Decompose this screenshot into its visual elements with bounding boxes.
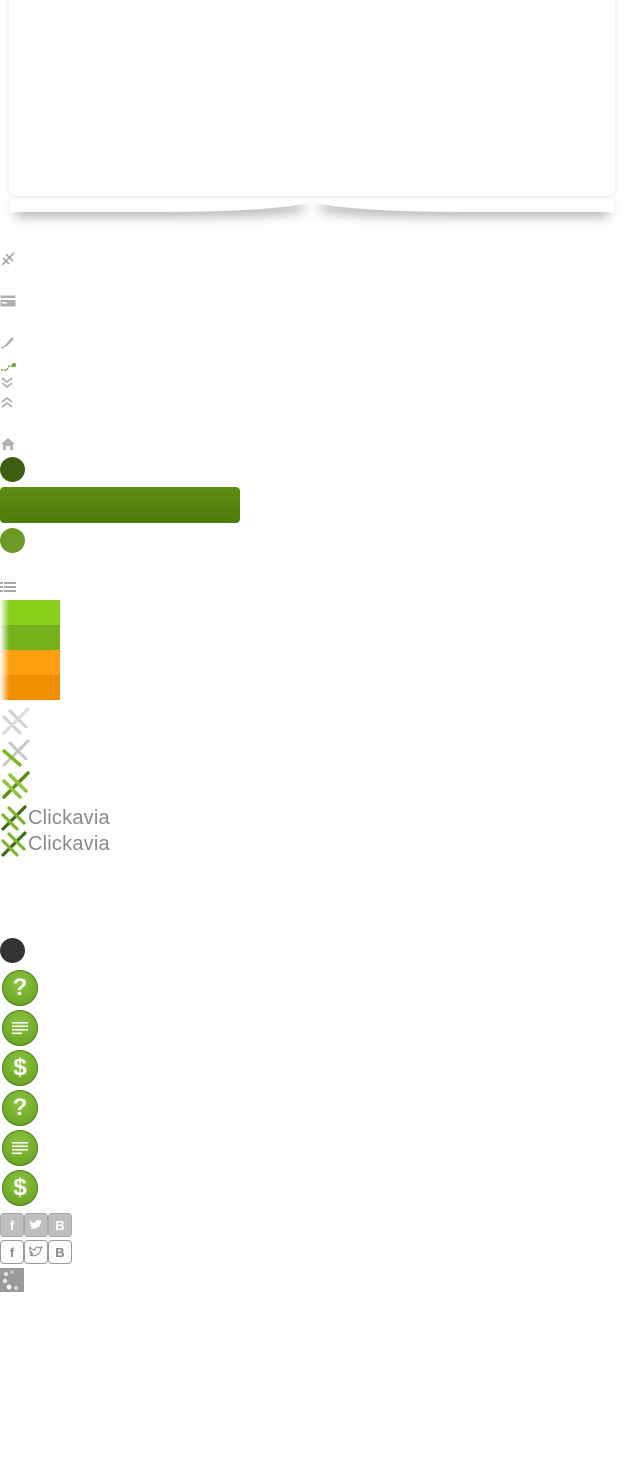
- chevrons-up-icon[interactable]: [0, 397, 14, 409]
- price-button-alt[interactable]: $: [2, 1170, 38, 1206]
- dark-dot: [0, 938, 25, 963]
- swatch-green-light: [0, 600, 60, 625]
- price-button[interactable]: $: [2, 1050, 38, 1086]
- facebook-label: f: [9, 1217, 15, 1233]
- logo-mark-icon: [1, 805, 27, 831]
- logo-mark-gray-green-icon: [2, 739, 30, 767]
- swatch-orange: [0, 675, 60, 700]
- lines-icon: [12, 1142, 28, 1155]
- facebook-label: f: [9, 1244, 15, 1260]
- logo[interactable]: Clickavia: [0, 805, 110, 831]
- pen-icon: [0, 337, 14, 349]
- logo-text: Clickavia: [28, 832, 110, 855]
- list-icon[interactable]: [0, 582, 16, 592]
- logo-alt[interactable]: Clickavia: [0, 831, 110, 857]
- list-button-alt[interactable]: [2, 1130, 38, 1166]
- facebook-icon[interactable]: f: [0, 1213, 24, 1237]
- plane-icon: [1, 252, 15, 266]
- social-row-filled: f B: [0, 1213, 72, 1237]
- list-button[interactable]: [2, 1010, 38, 1046]
- loading-spinner-icon: [0, 1268, 24, 1292]
- header-card: [9, 0, 615, 196]
- help-label: ?: [12, 1094, 28, 1121]
- help-button-alt[interactable]: ?: [2, 1090, 38, 1126]
- bird-icon: [29, 1246, 43, 1257]
- facebook-icon[interactable]: f: [0, 1240, 24, 1264]
- help-button[interactable]: ?: [2, 970, 38, 1006]
- lines-icon: [12, 1022, 28, 1035]
- swatch-green: [0, 625, 60, 650]
- card-shadow-left: [10, 188, 310, 212]
- help-label: ?: [12, 974, 28, 1001]
- vk-icon[interactable]: B: [48, 1213, 72, 1237]
- logo-mark-green-icon: [2, 771, 30, 799]
- green-button-bar[interactable]: [0, 487, 240, 523]
- chevrons-down-icon[interactable]: [0, 377, 14, 389]
- price-label: $: [13, 1174, 27, 1201]
- logo-mark-icon: [1, 831, 27, 857]
- bird-icon: [29, 1219, 42, 1229]
- logo-mark-outline-icon: [2, 707, 30, 735]
- price-label: $: [13, 1054, 27, 1081]
- dark-green-dot: [0, 457, 25, 482]
- twitter-icon[interactable]: [24, 1213, 48, 1237]
- vk-label: B: [55, 1217, 65, 1233]
- route-icon: [1, 363, 16, 371]
- logo-text: Clickavia: [28, 806, 110, 829]
- card-icon: [0, 295, 16, 307]
- light-green-dot: [0, 528, 25, 553]
- card-shadow-right: [314, 188, 614, 212]
- swatch-orange-light: [0, 650, 60, 675]
- home-icon[interactable]: [0, 437, 16, 451]
- twitter-icon[interactable]: [24, 1240, 48, 1264]
- vk-label: B: [55, 1244, 65, 1260]
- social-row-outline: f B: [0, 1240, 72, 1264]
- vk-icon[interactable]: B: [48, 1240, 72, 1264]
